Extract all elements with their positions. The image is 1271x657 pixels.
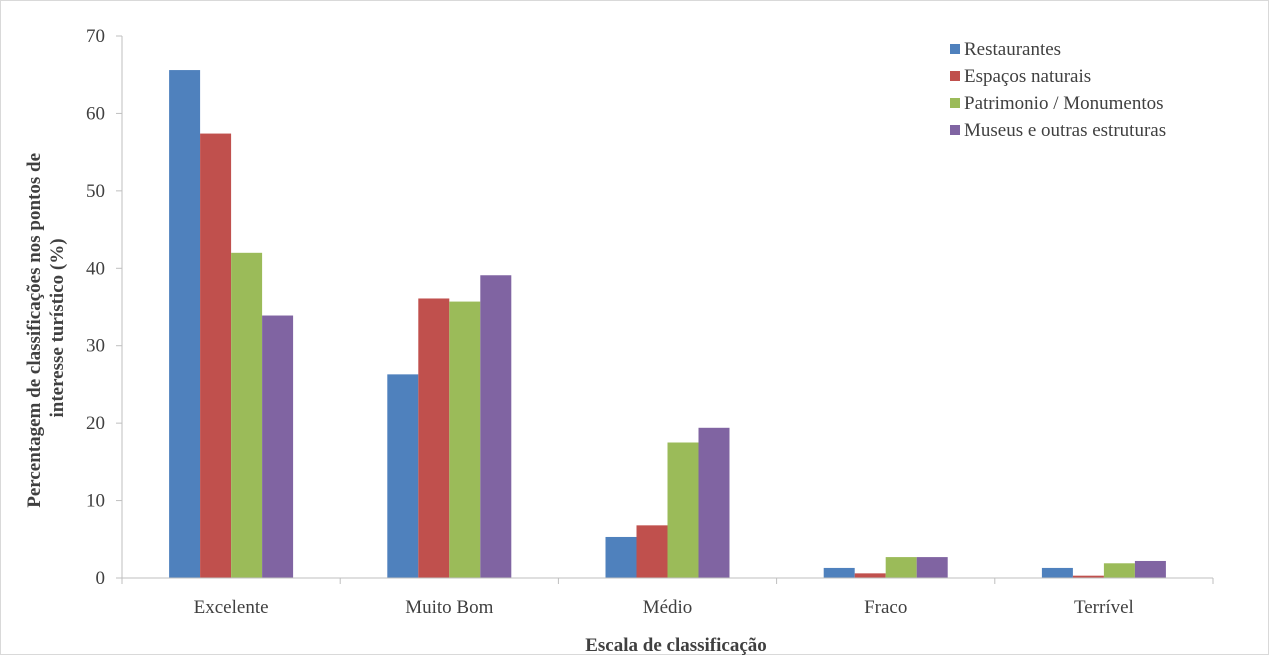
y-axis-title: Percentagem de classificações nos pontos… (24, 148, 68, 508)
y-tick-label: 10 (86, 491, 105, 512)
bar (1103, 563, 1135, 578)
y-tick-label: 0 (96, 568, 106, 589)
y-tick-label: 20 (86, 413, 105, 434)
bar (480, 275, 512, 578)
legend-label: Museus e outras estruturas (964, 120, 1166, 141)
x-tick-label: Muito Bom (405, 597, 493, 618)
bar (667, 442, 699, 578)
y-tick-label: 40 (86, 258, 105, 279)
bar (387, 374, 419, 578)
legend-label: Espaços naturais (964, 66, 1091, 87)
x-axis-title: Escala de classificação (585, 635, 767, 656)
y-tick-label: 70 (86, 26, 105, 47)
bar (1072, 575, 1104, 578)
bar (698, 427, 730, 578)
legend-swatch (950, 44, 960, 54)
x-tick-label: Fraco (864, 597, 907, 618)
y-tick-label: 50 (86, 181, 105, 202)
y-axis-ticks: 0 10 20 30 40 50 60 70 (86, 26, 122, 589)
x-tick-label: Excelente (194, 597, 269, 618)
y-axis-title-line-1: Percentagem de classificações nos pontos… (24, 153, 45, 508)
x-axis-ticks: Excelente Muito Bom Médio Fraco Terrível (121, 578, 1214, 618)
y-tick-label: 30 (86, 336, 105, 357)
bar (418, 298, 450, 578)
x-tick-label: Terrível (1074, 597, 1134, 618)
y-axis-title-line-2: interesse turístico (%) (47, 238, 68, 417)
bar (636, 525, 668, 578)
bar (262, 315, 294, 578)
bar (200, 133, 232, 578)
y-tick-label: 60 (86, 103, 105, 124)
legend-swatch (950, 98, 960, 108)
bar (169, 70, 201, 578)
bars (169, 70, 1166, 579)
legend-swatch (950, 71, 960, 81)
legend-label: Patrimonio / Monumentos (964, 93, 1164, 114)
legend: Restaurantes Espaços naturais Patrimonio /… (950, 39, 1166, 141)
bar (916, 557, 948, 578)
bar (231, 252, 263, 579)
x-tick-label: Médio (643, 597, 693, 618)
bar (823, 567, 855, 578)
legend-swatch (950, 125, 960, 135)
bar (885, 557, 917, 578)
bar (605, 536, 637, 578)
bar (449, 301, 481, 578)
bar (854, 573, 886, 578)
legend-label: Restaurantes (964, 39, 1061, 60)
bar (1134, 560, 1166, 578)
bar (1041, 567, 1073, 578)
